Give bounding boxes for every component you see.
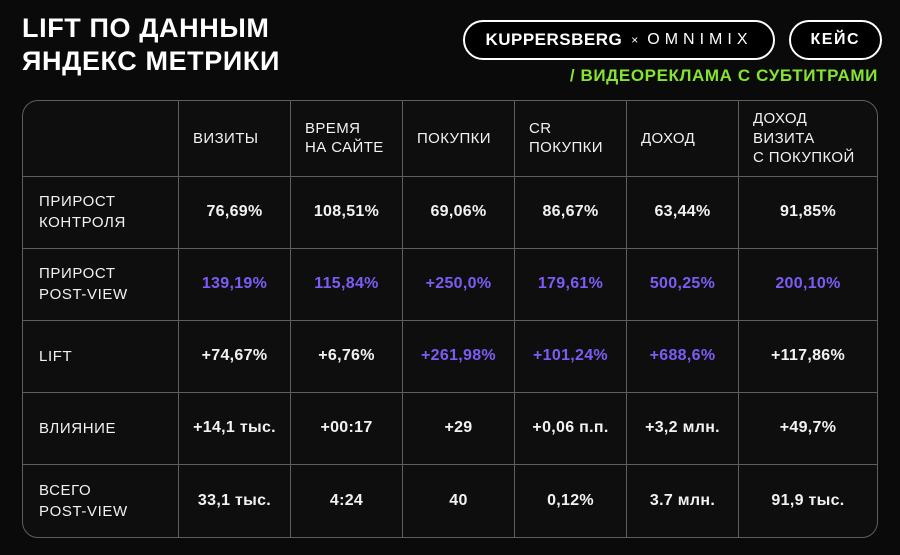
brand-left-label: KUPPERSBERG	[485, 30, 623, 49]
table-cell: 200,10%	[739, 249, 877, 321]
table-cell: 108,51%	[291, 176, 403, 249]
table-cell: 179,61%	[515, 248, 627, 321]
column-header-revenue: ДОХОД	[627, 101, 739, 177]
table-cell: 4:24	[291, 464, 403, 537]
corner-cell	[23, 101, 179, 177]
brand-right-label: OMNIMIX	[647, 31, 753, 48]
column-header-purchases: ПОКУПКИ	[403, 101, 515, 177]
table-cell: +101,24%	[515, 320, 627, 393]
column-header-revenue-per-visit: ДОХОД ВИЗИТА С ПОКУПКОЙ	[739, 101, 877, 177]
badge-group: KUPPERSBERG × OMNIMIX КЕЙС	[463, 20, 882, 60]
table-cell: 0,12%	[515, 464, 627, 537]
table-cell: +49,7%	[739, 393, 877, 465]
table-cell: 500,25%	[627, 248, 739, 321]
table-cell: 76,69%	[179, 176, 291, 249]
case-badge-label: КЕЙС	[810, 31, 860, 48]
table-cell: +29	[403, 392, 515, 465]
row-label: ВЛИЯНИЕ	[23, 392, 179, 465]
table-cell: 69,06%	[403, 176, 515, 249]
brand-badge: KUPPERSBERG × OMNIMIX	[463, 20, 775, 60]
column-header-time-on-site: ВРЕМЯ НА САЙТЕ	[291, 101, 403, 177]
table-cell: +74,67%	[179, 320, 291, 393]
table-cell: +14,1 тыс.	[179, 392, 291, 465]
table-cell: 86,67%	[515, 176, 627, 249]
row-label: ПРИРОСТ КОНТРОЛЯ	[23, 176, 179, 249]
row-label: ВСЕГО POST-VIEW	[23, 464, 179, 537]
table-cell: +261,98%	[403, 320, 515, 393]
row-label: ПРИРОСТ POST-VIEW	[23, 248, 179, 321]
page-title: LIFT ПО ДАННЫМ ЯНДЕКС МЕТРИКИ	[22, 13, 280, 77]
table-cell: +6,76%	[291, 320, 403, 393]
x-icon: ×	[631, 33, 639, 47]
lift-metrics-table: ВИЗИТЫ ВРЕМЯ НА САЙТЕ ПОКУПКИ CR ПОКУПКИ…	[22, 100, 878, 538]
column-header-visits: ВИЗИТЫ	[179, 101, 291, 177]
table-cell: 139,19%	[179, 248, 291, 321]
table-cell: +3,2 млн.	[627, 392, 739, 465]
table-cell: 63,44%	[627, 176, 739, 249]
table-cell: 40	[403, 464, 515, 537]
table-cell: 91,9 тыс.	[771, 491, 845, 509]
table-cell: +117,86%	[739, 321, 877, 393]
table-cell: +688,6%	[627, 320, 739, 393]
table-cell: 3.7 млн.	[627, 464, 739, 537]
row-label: LIFT	[23, 320, 179, 393]
table-cell: 33,1 тыс.	[179, 464, 291, 537]
column-header-cr-purchases: CR ПОКУПКИ	[515, 101, 627, 177]
case-badge: КЕЙС	[788, 20, 882, 60]
table-cell: +00:17	[291, 392, 403, 465]
table-cell: +250,0%	[403, 248, 515, 321]
subtitle: / ВИДЕОРЕКЛАМА С СУБТИТРАМИ	[569, 66, 878, 85]
table-cell: 115,84%	[291, 248, 403, 321]
table-cell: 91,85%	[739, 177, 877, 249]
table-cell: +0,06 п.п.	[515, 392, 627, 465]
